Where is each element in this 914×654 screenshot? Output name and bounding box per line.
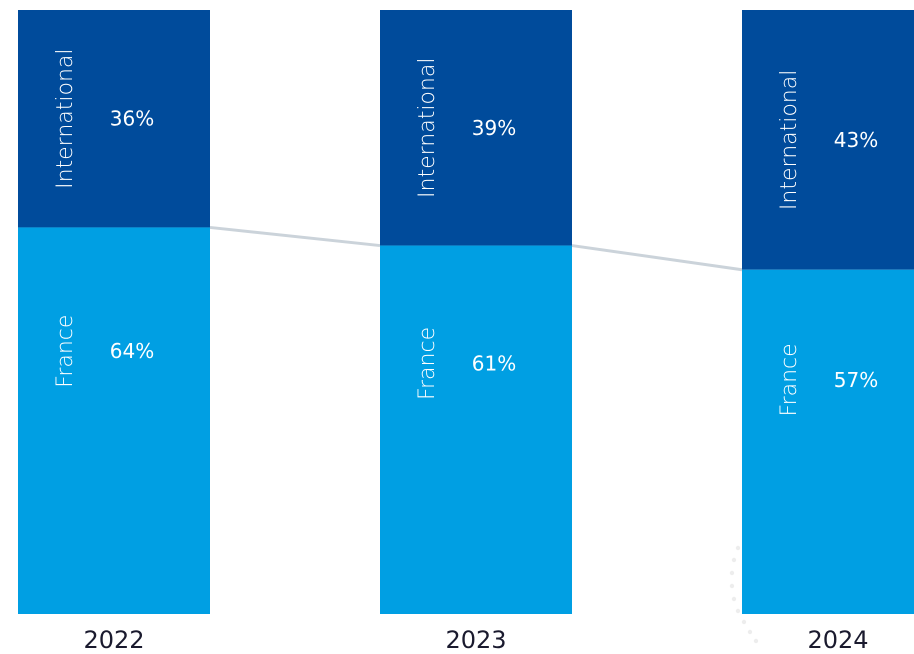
bar-france-2023 <box>380 245 572 614</box>
bar-international-2022 <box>18 10 210 228</box>
bar-france-2022 <box>18 227 210 614</box>
value-label-international-2022: 36% <box>110 107 154 131</box>
connector-lines <box>209 225 743 272</box>
value-label-france-2023: 61% <box>472 351 516 375</box>
labels-group: International France 36% 64% International Fr… <box>53 49 878 417</box>
watermark-dot <box>741 619 747 625</box>
value-label-international-2024: 43% <box>834 128 878 152</box>
segment-label-france-2022: France <box>53 315 78 388</box>
watermark-dot <box>731 557 737 563</box>
x-tick-label-2022: 2022 <box>83 626 144 654</box>
bar-france-2024 <box>742 269 914 614</box>
watermark-dot <box>731 596 737 602</box>
segment-label-international-2022: International <box>53 49 78 189</box>
connector-line-2023-2024 <box>571 244 743 272</box>
value-label-france-2022: 64% <box>110 339 154 363</box>
x-tick-label-2023: 2023 <box>445 626 506 654</box>
bars-group <box>18 10 914 614</box>
watermark-dot <box>747 629 753 635</box>
segment-label-france-2024: France <box>777 343 802 416</box>
bar-international-2024 <box>742 10 914 270</box>
watermark-dot <box>753 638 759 644</box>
segment-label-international-2023: International <box>415 58 440 198</box>
bar-international-2023 <box>380 10 572 246</box>
segment-label-international-2024: International <box>777 70 802 210</box>
segment-label-france-2023: France <box>415 327 440 400</box>
watermark-dot <box>735 545 741 551</box>
watermark-dot <box>729 583 735 589</box>
value-label-france-2024: 57% <box>834 368 878 392</box>
watermark-dot <box>735 608 741 614</box>
watermark-dot <box>729 570 735 576</box>
x-axis: 2022 2023 2024 <box>83 626 868 654</box>
x-tick-label-2024: 2024 <box>807 626 868 654</box>
value-label-international-2023: 39% <box>472 116 516 140</box>
connector-line-2022-2023 <box>209 225 381 248</box>
